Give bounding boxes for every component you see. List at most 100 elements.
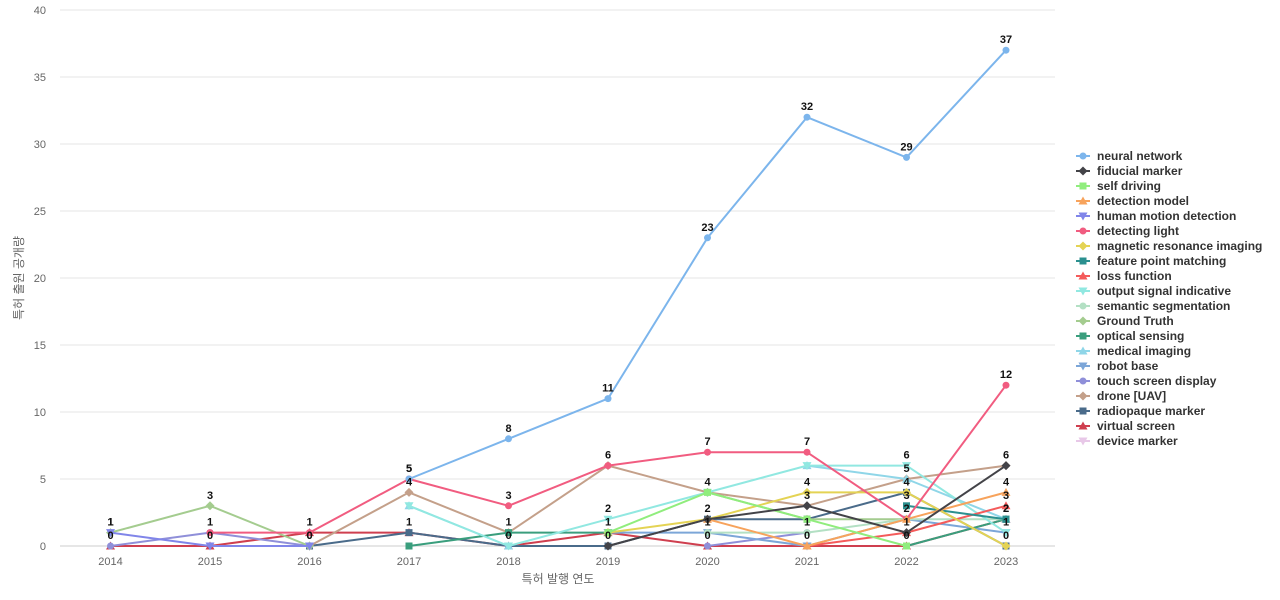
legend-item[interactable]: fiducial marker (1076, 164, 1183, 178)
data-point[interactable] (902, 462, 911, 471)
legend-symbol (1078, 391, 1088, 401)
legend-item[interactable]: detecting light (1076, 224, 1179, 238)
data-point[interactable] (903, 153, 910, 161)
data-point[interactable] (405, 529, 413, 537)
data-label: 12 (1000, 369, 1012, 381)
data-point[interactable] (106, 529, 115, 538)
data-point[interactable] (505, 502, 512, 510)
data-point[interactable] (903, 502, 910, 510)
data-point[interactable] (902, 474, 911, 483)
data-point[interactable] (802, 462, 812, 471)
data-point[interactable] (902, 528, 911, 538)
legend-item[interactable]: touch screen display (1076, 374, 1217, 388)
data-point[interactable] (604, 462, 612, 470)
data-point[interactable] (704, 234, 711, 242)
legend-item[interactable]: feature point matching (1076, 254, 1226, 268)
data-point[interactable] (1001, 487, 1011, 496)
series-0[interactable] (405, 46, 1010, 483)
data-point[interactable] (704, 488, 711, 496)
data-point[interactable] (1001, 541, 1011, 551)
data-label: 0 (804, 530, 810, 542)
legend-item[interactable]: semantic segmentation (1076, 299, 1230, 313)
data-point[interactable] (1001, 501, 1011, 510)
legend-symbol (1078, 271, 1088, 280)
data-point[interactable] (803, 529, 811, 537)
legend-item[interactable]: self driving (1076, 179, 1161, 193)
legend-item[interactable]: robot base (1076, 359, 1159, 373)
legend-symbol (1078, 287, 1088, 296)
data-point[interactable] (305, 542, 314, 551)
legend-label: medical imaging (1097, 344, 1191, 358)
legend-item[interactable]: radiopaque marker (1076, 404, 1205, 418)
data-point[interactable] (603, 541, 613, 551)
series-7[interactable] (903, 502, 1010, 523)
series-1[interactable] (603, 461, 1011, 551)
data-point[interactable] (505, 529, 512, 537)
legend-item[interactable]: device marker (1076, 434, 1178, 448)
data-point[interactable] (604, 395, 612, 403)
legend-item[interactable]: virtual screen (1076, 419, 1175, 433)
data-point[interactable] (505, 435, 512, 443)
legend-item[interactable]: medical imaging (1076, 344, 1191, 358)
data-point[interactable] (306, 529, 313, 537)
data-point[interactable] (703, 514, 712, 524)
data-point[interactable] (902, 514, 911, 523)
data-point[interactable] (902, 487, 911, 497)
data-point[interactable] (604, 529, 612, 537)
legend-item[interactable]: Ground Truth (1076, 314, 1174, 328)
legend-label: fiducial marker (1097, 164, 1183, 178)
data-label: 3 (207, 490, 213, 502)
data-point[interactable] (1002, 515, 1010, 523)
data-label: 0 (306, 530, 312, 542)
x-tick-label: 2017 (397, 556, 421, 568)
data-point[interactable] (803, 113, 811, 121)
series-2[interactable] (604, 488, 911, 550)
data-point[interactable] (404, 502, 414, 511)
legend-item[interactable]: detection model (1076, 194, 1189, 208)
data-point[interactable] (704, 529, 711, 537)
series-layer (106, 46, 1011, 551)
legend-item[interactable]: magnetic resonance imaging (1076, 239, 1262, 253)
data-point[interactable] (802, 501, 812, 511)
legend-item[interactable]: optical sensing (1076, 329, 1184, 343)
legend-label: human motion detection (1097, 209, 1236, 223)
data-point[interactable] (206, 529, 214, 537)
data-label: 1 (605, 517, 611, 529)
series-4[interactable] (106, 529, 314, 551)
legend-item[interactable]: drone [UAV] (1076, 389, 1166, 403)
legend-item[interactable]: loss function (1076, 269, 1172, 283)
legend-item[interactable]: output signal indicative (1076, 284, 1231, 298)
y-axis-ticks: 0 5 10 15 20 25 30 35 40 (34, 5, 46, 553)
data-label: 0 (605, 530, 611, 542)
data-point[interactable] (1001, 461, 1011, 471)
data-point[interactable] (404, 487, 414, 497)
data-label: 3 (1003, 490, 1009, 502)
data-point[interactable] (704, 448, 711, 456)
data-point[interactable] (405, 475, 413, 483)
series-line (906, 518, 1007, 547)
legend-item[interactable]: neural network (1076, 149, 1183, 163)
data-point[interactable] (1001, 529, 1011, 538)
data-point[interactable] (704, 542, 711, 550)
data-point[interactable] (803, 448, 811, 456)
data-point[interactable] (205, 542, 215, 551)
data-point[interactable] (802, 487, 812, 497)
legend-label: drone [UAV] (1097, 389, 1166, 403)
data-point[interactable] (107, 542, 114, 550)
data-point[interactable] (1002, 46, 1010, 54)
data-point[interactable] (405, 542, 413, 550)
data-point[interactable] (205, 501, 215, 511)
data-label: 6 (1003, 450, 1009, 462)
data-point[interactable] (1002, 381, 1010, 389)
data-point[interactable] (504, 542, 513, 551)
legend-symbol (1078, 166, 1088, 176)
data-point[interactable] (803, 515, 811, 523)
data-point[interactable] (903, 542, 910, 550)
legend-symbol (1078, 316, 1088, 326)
data-point[interactable] (802, 541, 812, 550)
data-point[interactable] (603, 515, 613, 524)
data-label: 1 (406, 517, 412, 529)
legend-item[interactable]: human motion detection (1076, 209, 1236, 223)
